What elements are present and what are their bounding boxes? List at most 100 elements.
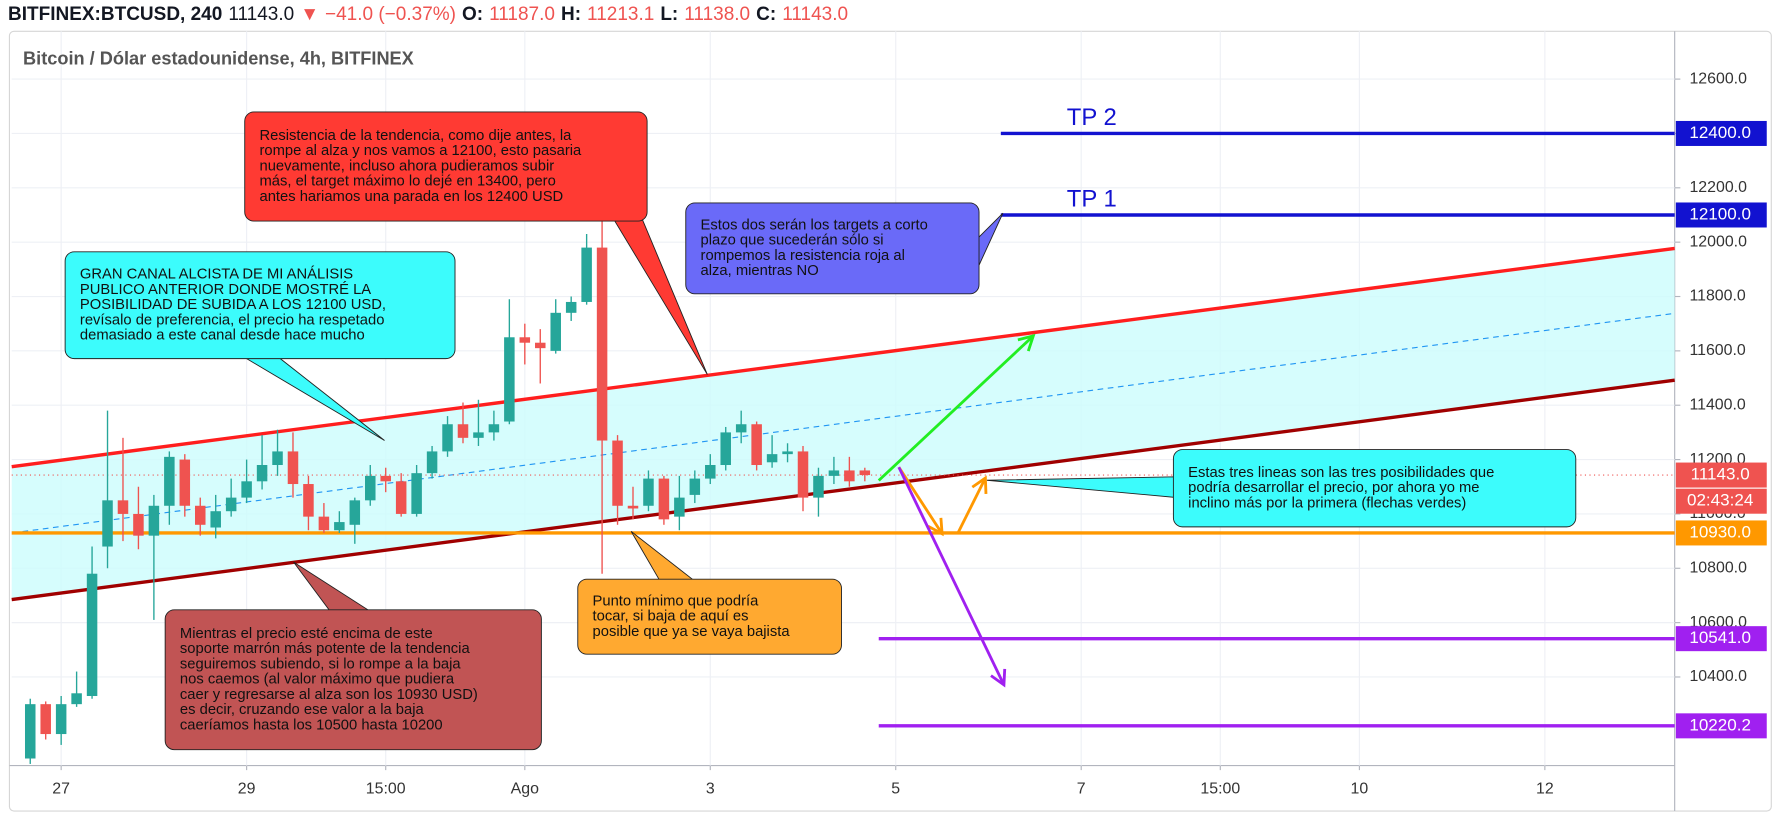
candle-body xyxy=(225,497,237,512)
change-arrow: ▼ xyxy=(300,4,319,25)
candle-body xyxy=(504,337,515,422)
callout-text: rompe al alza y nos vamos a 12100, esto … xyxy=(260,143,583,159)
callout-box xyxy=(577,578,842,655)
callout-text: soporte marrón más potente de la tendenc… xyxy=(180,641,471,657)
candle-body xyxy=(565,301,577,313)
candle-body xyxy=(380,475,391,482)
candle-body xyxy=(797,451,809,498)
trend-line xyxy=(11,246,1675,469)
callout-text: es decir, cruzando ese valor a la baja xyxy=(180,702,425,718)
y-tick-label: 11400.0 xyxy=(1689,396,1745,413)
ohlc-value: 11187.0 xyxy=(489,4,555,25)
candle-body xyxy=(473,432,484,438)
level-name: TP 1 xyxy=(1067,186,1117,213)
price-badge-label: 12100.0 xyxy=(1689,204,1751,223)
candle-body xyxy=(55,704,67,735)
ohlc-label: L: xyxy=(660,4,679,25)
x-tick-label: 7 xyxy=(1077,781,1086,798)
arrow-head xyxy=(990,668,1007,688)
candle-body xyxy=(766,454,778,463)
arrow-head xyxy=(971,475,988,495)
candle-body xyxy=(179,459,191,506)
callout-text: PUBLICO ANTERIOR DONDE MOSTRÉ LA xyxy=(80,281,371,298)
callout-text: GRAN CANAL ALCISTA DE MI ANÁLISIS xyxy=(80,266,353,283)
x-tick-label: 12 xyxy=(1536,781,1554,798)
level-name: TP 2 xyxy=(1067,104,1117,131)
callout-text: nos caemos (al valor máximo que pudiera xyxy=(180,672,455,688)
candle-body xyxy=(303,484,314,517)
callout-text: rompemos la resistencia roja al xyxy=(701,248,905,264)
x-tick-label: 5 xyxy=(891,781,900,798)
candle-body xyxy=(705,465,716,479)
candle-body xyxy=(117,500,129,514)
price-badge xyxy=(1675,120,1767,146)
candle-body xyxy=(550,312,561,351)
arrow xyxy=(877,334,1035,482)
price-badge xyxy=(1675,713,1767,739)
candle-body xyxy=(411,473,422,514)
callout-text: Estas tres lineas son las tres posibilid… xyxy=(1188,465,1494,481)
x-tick-label: 27 xyxy=(52,781,70,798)
candle-body xyxy=(612,440,623,506)
y-tick-label: 12200.0 xyxy=(1689,179,1747,196)
callout-text: Resistencia de la tendencia, como dije a… xyxy=(260,128,573,144)
chart: TP 2 TP 1 Resistencia de la tendencia, com… xyxy=(8,30,1772,812)
arrow-head xyxy=(1017,333,1036,352)
countdown-badge xyxy=(1675,488,1767,514)
callout-text: POSIBILIDAD DE SUBIDA A LOS 12100 USD, xyxy=(80,297,386,313)
price-badge xyxy=(1675,626,1767,652)
ohlc-value: 11143.0 xyxy=(782,4,849,25)
candle-body xyxy=(256,465,268,482)
candle-body xyxy=(102,500,113,547)
candle-body xyxy=(349,500,361,525)
callout-box xyxy=(244,111,648,222)
trend-line xyxy=(22,312,1675,533)
y-tick-label: 12600.0 xyxy=(1689,70,1747,87)
ohlc-value: 11138.0 xyxy=(684,4,751,25)
candle-body xyxy=(40,704,51,735)
callout-text: revísalo de preferencia, el precio ha re… xyxy=(80,312,385,328)
y-tick-label: 11600.0 xyxy=(1689,342,1745,359)
candle-body xyxy=(426,451,438,474)
y-tick-label: 10800.0 xyxy=(1689,559,1747,576)
candle-body xyxy=(442,424,453,452)
candle-body xyxy=(194,505,206,525)
candle-body xyxy=(735,424,747,433)
price-badge-label: 11143.0 xyxy=(1691,465,1750,484)
callout-text: Mientras el precio esté encima de este xyxy=(180,626,433,642)
candle-body xyxy=(720,432,731,466)
callout-text: caer y regresarse al alza son los 10930 … xyxy=(180,687,478,703)
price-badge-label: 12400.0 xyxy=(1689,123,1751,142)
arrow xyxy=(897,466,944,535)
callout-text: posible que ya se vaya bajista xyxy=(593,624,791,640)
candle-body xyxy=(86,573,98,697)
callout-text: alza, mientras NO xyxy=(701,263,819,279)
candle-body xyxy=(210,511,221,528)
candle-body xyxy=(859,470,871,476)
y-tick-label: 12000.0 xyxy=(1689,233,1747,250)
last-price: 11143.0 xyxy=(228,4,295,25)
symbol: BITFINEX:BTCUSD, 240 xyxy=(8,4,223,25)
candle-body xyxy=(318,516,330,531)
symbol-header: BITFINEX:BTCUSD, 240 11143.0 ▼ −41.0 (−0… xyxy=(8,2,848,28)
y-tick-label: 11800.0 xyxy=(1689,288,1745,305)
callout-box xyxy=(1172,449,1577,528)
callout-text: tocar, si baja de aquí es xyxy=(593,609,749,625)
trend-line xyxy=(11,378,1675,602)
channel-fill xyxy=(11,248,1675,600)
candle-body xyxy=(164,456,175,506)
x-tick-label: 3 xyxy=(706,781,715,798)
callout-box xyxy=(64,251,456,360)
y-tick-label: 10400.0 xyxy=(1689,668,1747,685)
candle-body xyxy=(782,451,793,455)
candle-body xyxy=(828,470,840,476)
ohlc-label: H: xyxy=(560,4,582,25)
candle-body xyxy=(813,475,824,498)
candle-body xyxy=(627,505,639,509)
arrow-head xyxy=(927,517,944,537)
countdown: 02:43:24 xyxy=(1687,491,1753,510)
candle-body xyxy=(674,497,685,517)
chart-title: Bitcoin / Dólar estadounidense, 4h, BITF… xyxy=(23,48,414,68)
callout-text: seguiremos subiendo, si lo rompe a la ba… xyxy=(180,656,461,672)
